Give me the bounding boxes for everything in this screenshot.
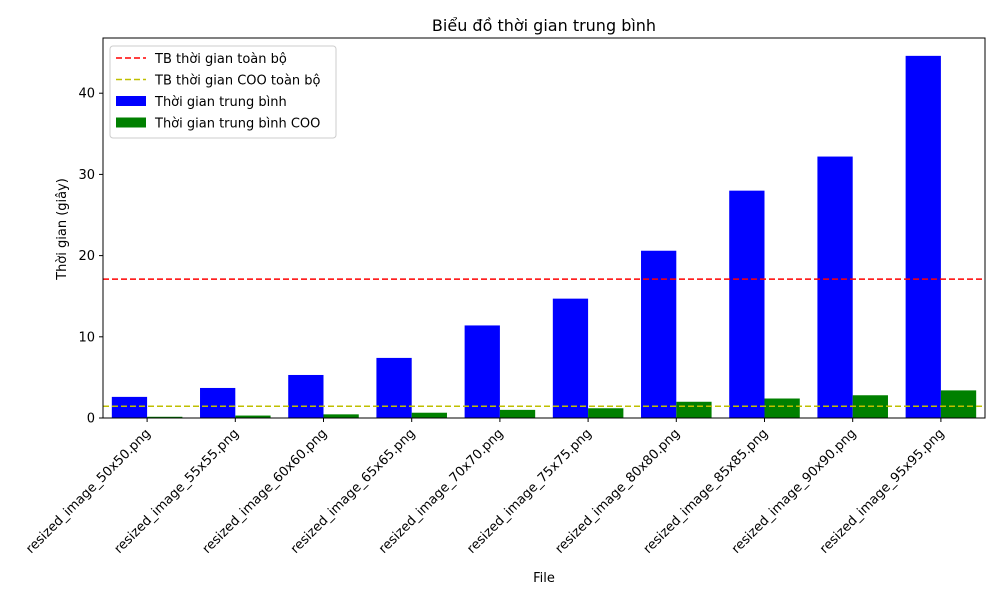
bar-mean-time-3: [376, 357, 412, 418]
plot-frame: [102, 37, 986, 419]
bar-mean-time-4: [464, 325, 500, 418]
y-axis-label: Thời gian (giây): [55, 178, 70, 281]
bar-mean-time-2: [288, 374, 324, 418]
bar-mean-time-coo-7: [764, 398, 800, 418]
bar-mean-time-9: [905, 55, 941, 419]
bar-mean-time-coo-1: [235, 415, 271, 418]
legend-box: [109, 45, 337, 139]
legend-label-2: Thời gian trung bình: [154, 95, 287, 110]
bar-mean-time-8: [817, 156, 853, 419]
legend-label-0: TB thời gian toàn bộ: [154, 52, 287, 67]
bar-mean-time-coo-4: [499, 409, 536, 418]
legend-swatch-3: [116, 117, 146, 128]
bar-mean-time-7: [729, 190, 765, 418]
bar-mean-time-coo-0: [147, 416, 183, 418]
bar-mean-time-0: [111, 396, 148, 418]
bar-mean-time-coo-3: [411, 412, 447, 418]
bar-mean-time-1: [200, 387, 236, 418]
y-tick-label-4: 40: [78, 87, 95, 102]
legend-label-1: TB thời gian COO toàn bộ: [154, 74, 321, 89]
legend-label-3: Thời gian trung bình COO: [154, 117, 320, 132]
x-axis-label: File: [533, 571, 555, 586]
bar-mean-time-coo-5: [588, 408, 624, 418]
y-tick-label-0: 0: [87, 412, 95, 427]
bar-mean-time-6: [641, 250, 677, 418]
bar-mean-time-coo-6: [676, 401, 712, 418]
y-tick-label-2: 20: [78, 249, 95, 264]
chart-title: Biểu đồ thời gian trung bình: [432, 16, 656, 35]
legend: TB thời gian toàn bộ TB thời gian COO toà…: [109, 45, 337, 139]
bar-mean-time-coo-2: [323, 414, 359, 418]
bar-mean-time-5: [552, 298, 589, 418]
y-tick-label-3: 30: [78, 168, 95, 183]
bar-mean-time-coo-9: [940, 390, 977, 418]
y-tick-label-1: 10: [78, 330, 95, 345]
legend-swatch-2: [116, 96, 146, 106]
